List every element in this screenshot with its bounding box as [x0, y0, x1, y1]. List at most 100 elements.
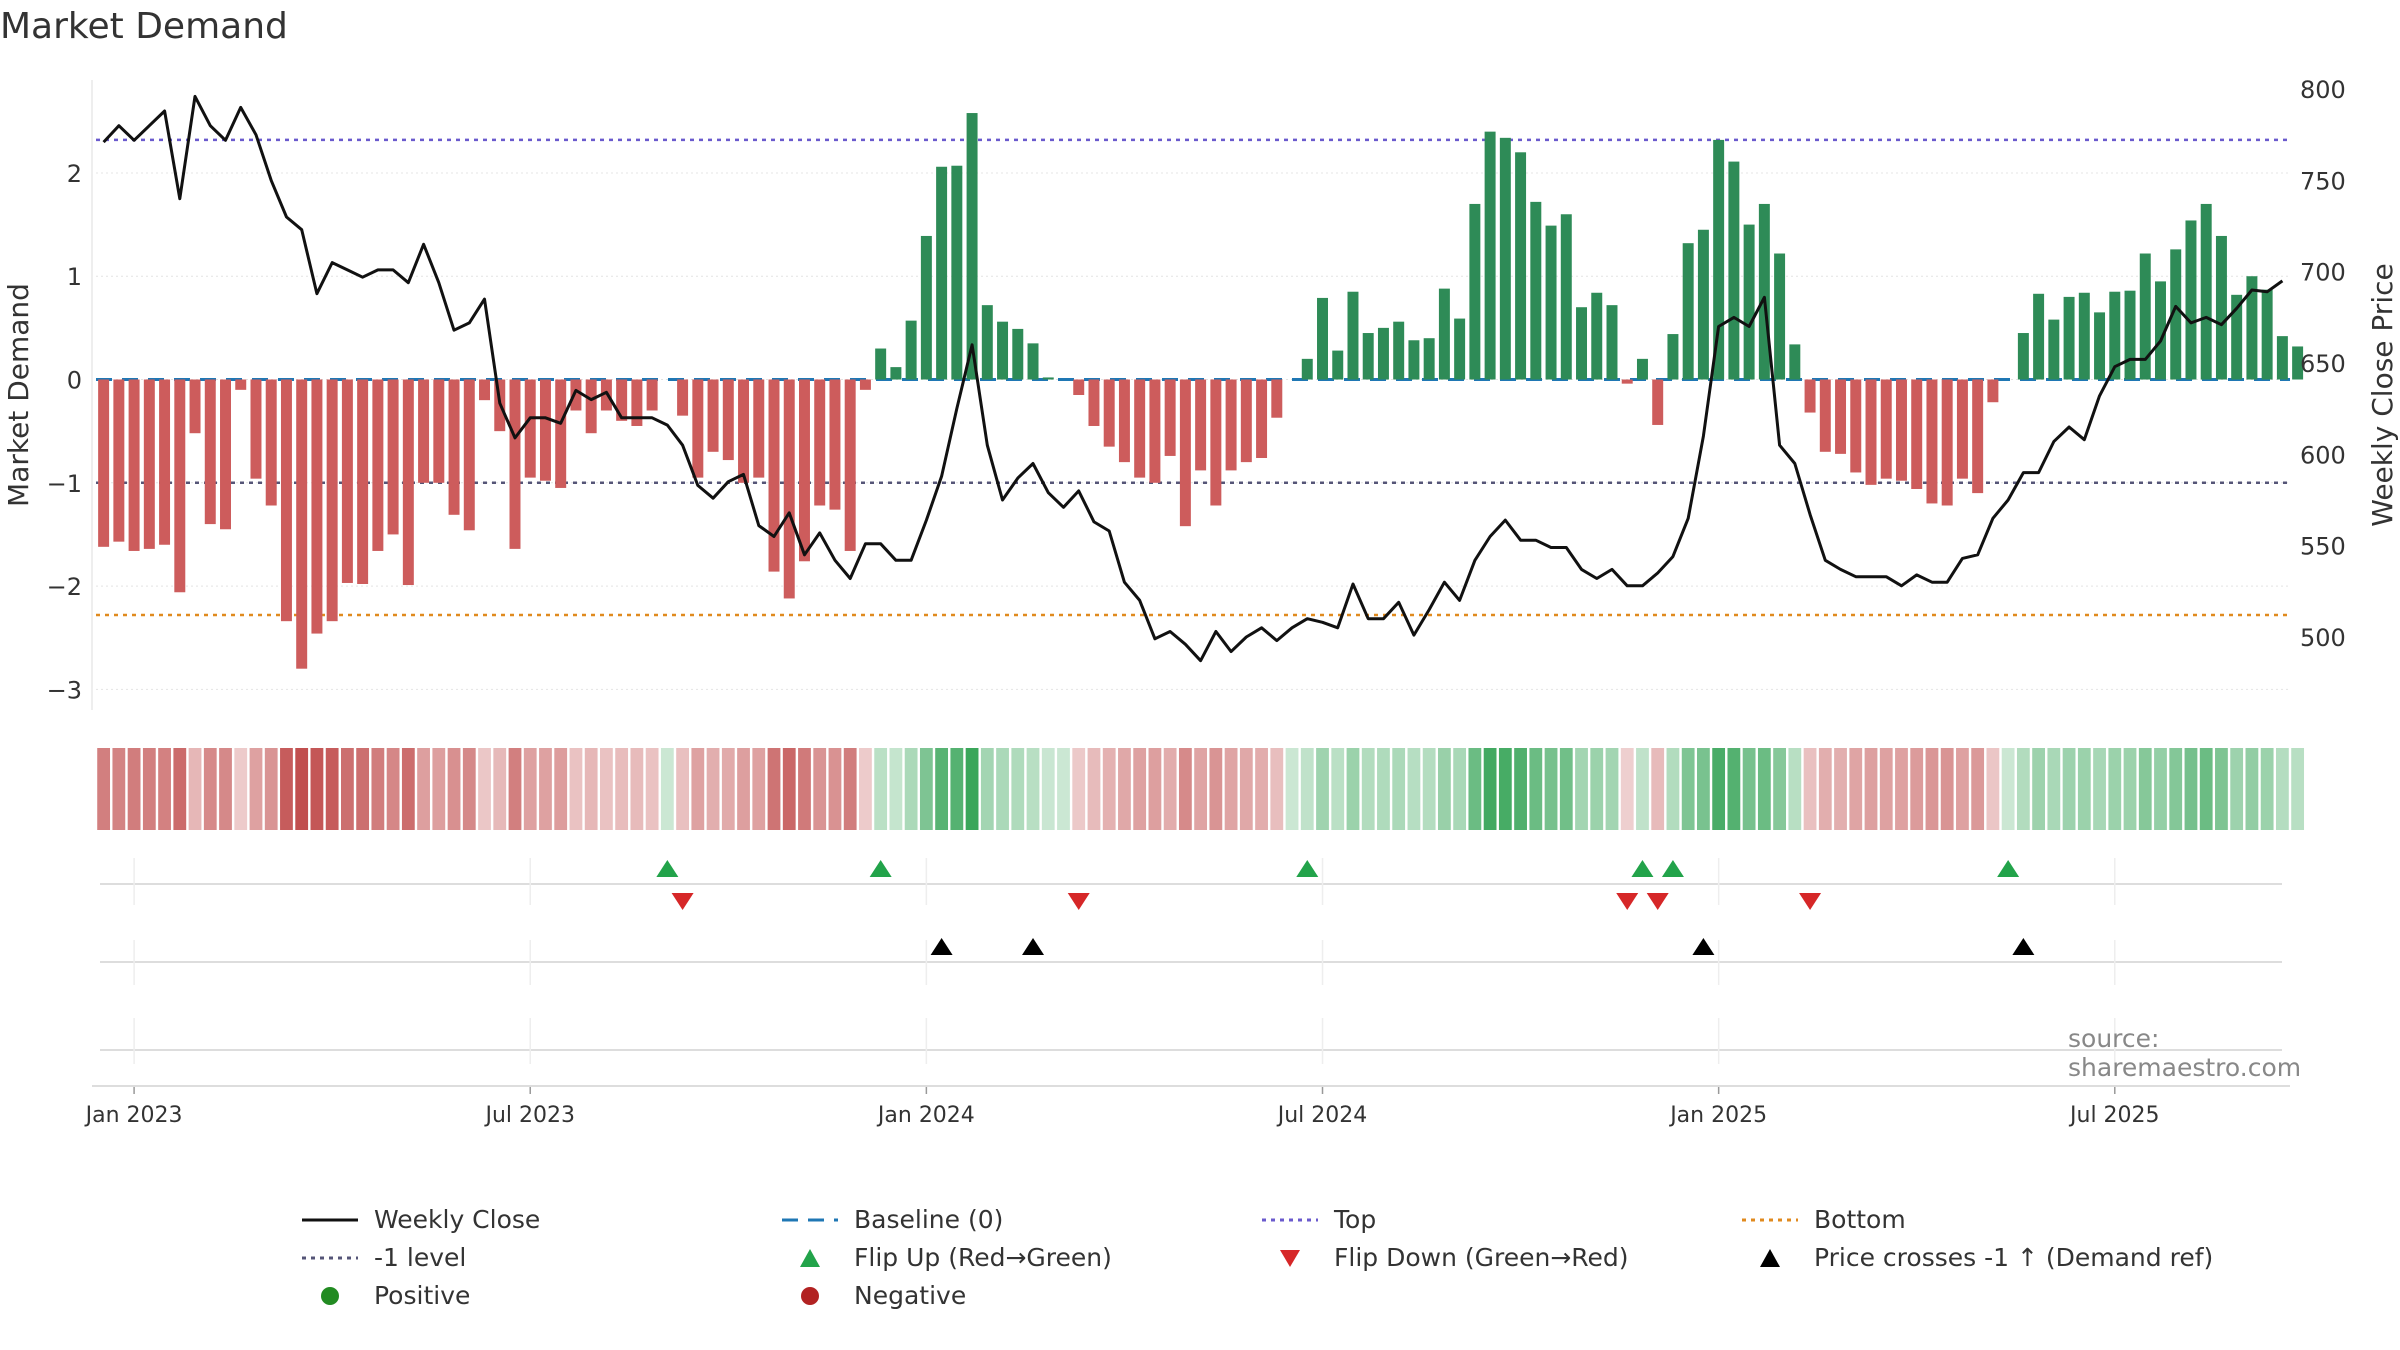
strip-cell — [1483, 748, 1497, 830]
price-cross-marker — [1692, 938, 1715, 955]
demand-bar — [418, 379, 430, 483]
strip-cell — [1224, 748, 1238, 830]
strip-cell — [721, 748, 735, 830]
strip-cell — [996, 748, 1009, 830]
demand-bar — [1743, 224, 1755, 380]
demand-bar — [1179, 379, 1191, 527]
strip-cell — [1377, 748, 1390, 830]
price-cross-marker — [2012, 938, 2035, 955]
legend-item-weekly-close: Weekly Close — [300, 1205, 540, 1234]
strip-cell — [569, 748, 583, 830]
demand-heat-strip — [97, 748, 2305, 830]
strip-cell — [478, 748, 491, 830]
strip-cell — [386, 748, 400, 830]
demand-bar — [1697, 229, 1709, 380]
strip-cell — [1681, 748, 1695, 830]
demand-bar — [2170, 249, 2182, 380]
demand-bar — [1956, 379, 1968, 479]
demand-bar — [1225, 379, 1237, 471]
legend-label: Price crosses -1 ↑ (Demand ref) — [1814, 1243, 2214, 1272]
strip-cell — [158, 748, 171, 830]
demand-bar — [1332, 350, 1344, 380]
legend-item-flip-up: Flip Up (Red→Green) — [780, 1243, 1112, 1272]
strip-cell — [1849, 748, 1863, 830]
strip-cell — [1118, 748, 1131, 830]
demand-bar — [798, 379, 810, 562]
demand-bar — [1454, 318, 1466, 380]
chart-title: Market Demand — [0, 6, 288, 47]
strip-cell — [600, 748, 613, 830]
strip-cell — [2123, 748, 2137, 830]
legend-label: Positive — [374, 1281, 471, 1310]
strip-cell — [1041, 748, 1055, 830]
demand-bar — [1362, 333, 1374, 380]
legend-label: Bottom — [1814, 1205, 1906, 1234]
strip-cell — [1742, 748, 1756, 830]
strip-cell — [2016, 748, 2030, 830]
y2-tick-label: 700 — [2300, 259, 2346, 287]
demand-bar — [1987, 379, 1999, 403]
demand-bar — [783, 379, 795, 599]
strip-cell — [2291, 748, 2305, 830]
demand-bar — [1667, 334, 1679, 380]
strip-cell — [889, 748, 903, 830]
strip-cell — [2108, 748, 2122, 830]
legend-item-bottom: Bottom — [1740, 1205, 1906, 1234]
triangle-down-icon — [1280, 1249, 1300, 1267]
demand-bar — [265, 379, 277, 506]
strip-cell — [1026, 748, 1040, 830]
demand-bar — [997, 321, 1009, 380]
demand-bar — [2139, 253, 2151, 380]
demand-bar — [1499, 137, 1511, 380]
strip-cell — [1651, 748, 1665, 830]
strip-cell — [965, 748, 979, 830]
legend-label: Top — [1334, 1205, 1377, 1234]
legend-label: Weekly Close — [374, 1205, 541, 1234]
demand-bar — [920, 235, 932, 380]
strip-cell — [356, 748, 370, 830]
strip-cell — [1575, 748, 1588, 830]
demand-bar — [844, 379, 856, 551]
strip-cell — [950, 748, 964, 830]
demand-bar — [98, 379, 110, 547]
demand-bar — [159, 379, 171, 545]
strip-cell — [1209, 748, 1223, 830]
demand-bar — [1758, 203, 1770, 380]
strip-cell — [615, 748, 629, 830]
circle-icon — [321, 1286, 339, 1305]
demand-bar — [1895, 379, 1907, 481]
strip-cell — [2245, 748, 2259, 830]
demand-bar — [1972, 379, 1984, 494]
source-credit: source: sharemaestro.com — [2068, 1024, 2302, 1082]
strip-cell — [340, 748, 354, 830]
strip-cell — [1879, 748, 1893, 830]
demand-bar — [1652, 379, 1664, 425]
demand-bar — [539, 379, 551, 481]
strip-cell — [645, 748, 659, 830]
demand-bar — [2215, 235, 2227, 380]
strip-cell — [2093, 748, 2106, 830]
demand-bar — [1103, 379, 1115, 447]
demand-bar — [616, 379, 628, 421]
strip-cell — [1712, 748, 1726, 830]
strip-cell — [630, 748, 644, 830]
demand-bar — [448, 379, 460, 515]
strip-cell — [2001, 748, 2015, 830]
flip-up-marker — [1997, 860, 2020, 877]
demand-bar — [646, 379, 658, 411]
demand-bar — [113, 379, 125, 542]
strip-cell — [1788, 748, 1802, 830]
demand-bar — [1606, 305, 1618, 380]
strip-cell — [2199, 748, 2213, 830]
demand-bar — [753, 379, 765, 478]
demand-bar — [1819, 379, 1831, 452]
strip-cell — [219, 748, 232, 830]
strip-cell — [2062, 748, 2076, 830]
demand-bar — [1317, 297, 1328, 380]
y-tick-label: −3 — [47, 676, 82, 704]
strip-cell — [1940, 748, 1954, 830]
demand-bar — [1423, 338, 1435, 380]
demand-bar — [402, 379, 414, 586]
strip-cell — [1285, 748, 1299, 830]
